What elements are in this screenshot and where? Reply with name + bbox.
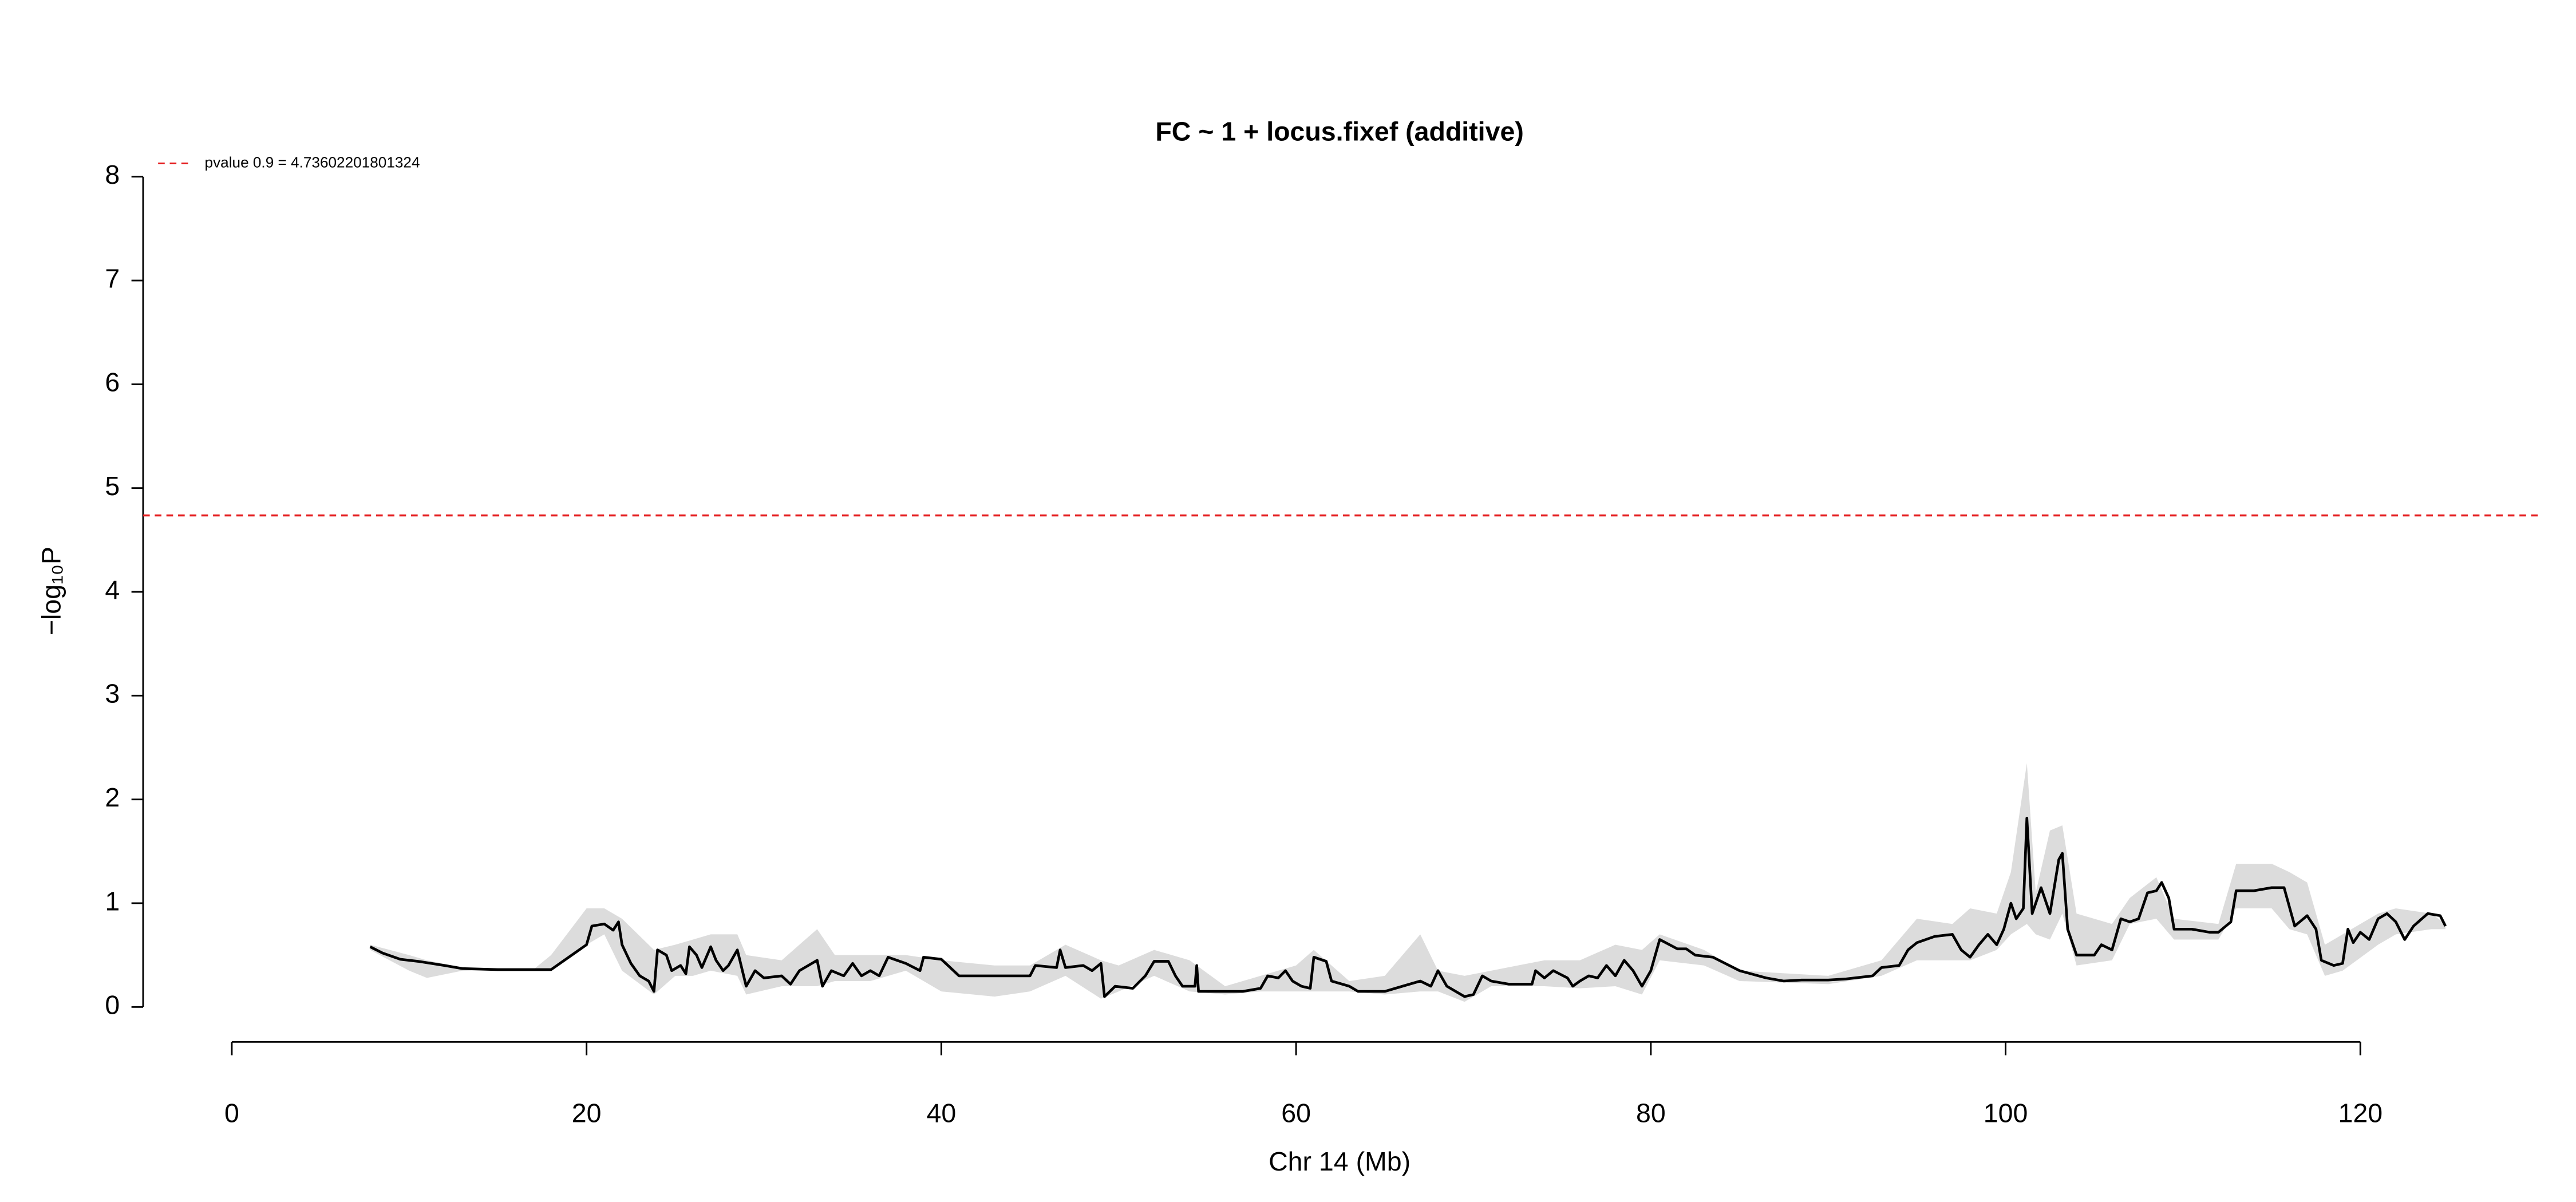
y-tick-label: 5	[105, 471, 120, 501]
x-tick-label: 40	[927, 1098, 957, 1128]
legend-label: pvalue 0.9 = 4.73602201801324	[205, 153, 420, 171]
y-axis-title: −log₁₀P	[36, 547, 66, 635]
y-tick-label: 6	[105, 367, 120, 397]
y-tick-label: 1	[105, 886, 120, 916]
confidence-band	[370, 763, 2446, 1002]
x-tick-label: 120	[2338, 1098, 2383, 1128]
chart-title: FC ~ 1 + locus.fixef (additive)	[1155, 116, 1523, 146]
data-line	[369, 816, 2447, 998]
y-tick-label: 0	[105, 990, 120, 1020]
x-tick-label: 0	[224, 1098, 239, 1128]
y-tick-label: 8	[105, 160, 120, 189]
y-tick-label: 3	[105, 679, 120, 709]
y-tick-label: 7	[105, 263, 120, 293]
y-tick-label: 4	[105, 575, 120, 604]
y-tick-label: 2	[105, 782, 120, 812]
x-axis-title: Chr 14 (Mb)	[1269, 1146, 1411, 1176]
x-tick-label: 20	[572, 1098, 602, 1128]
x-tick-label: 100	[1984, 1098, 2028, 1128]
x-tick-label: 60	[1281, 1098, 1311, 1128]
x-tick-label: 80	[1636, 1098, 1666, 1128]
